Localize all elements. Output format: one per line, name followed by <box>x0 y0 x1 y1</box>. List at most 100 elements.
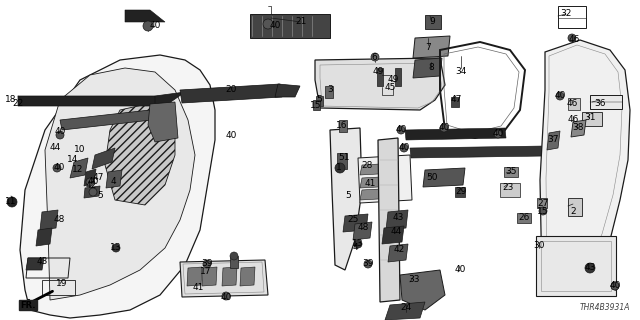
Circle shape <box>611 282 619 290</box>
Text: 7: 7 <box>425 44 431 52</box>
Polygon shape <box>105 100 175 205</box>
Bar <box>517 213 531 223</box>
Text: 13: 13 <box>352 239 364 249</box>
Text: 17: 17 <box>200 268 212 276</box>
Text: 32: 32 <box>560 10 572 19</box>
Text: 5: 5 <box>97 191 103 201</box>
Text: 41: 41 <box>192 284 204 292</box>
Text: 37: 37 <box>547 135 559 145</box>
Bar <box>455 187 465 197</box>
Polygon shape <box>60 110 152 130</box>
Polygon shape <box>45 68 195 300</box>
Text: 27: 27 <box>538 198 548 207</box>
Text: 42: 42 <box>85 181 97 190</box>
Bar <box>377 68 383 86</box>
Text: 51: 51 <box>339 154 349 163</box>
Text: 40: 40 <box>220 293 232 302</box>
Text: 22: 22 <box>12 100 24 108</box>
Polygon shape <box>410 146 546 158</box>
Bar <box>590 95 622 109</box>
Bar <box>451 97 459 107</box>
Text: 39: 39 <box>362 260 374 268</box>
Text: 46: 46 <box>567 116 579 124</box>
Bar <box>504 167 518 177</box>
Text: 12: 12 <box>72 165 84 174</box>
Polygon shape <box>148 102 178 142</box>
Bar <box>313 100 320 110</box>
Polygon shape <box>405 128 506 140</box>
Bar <box>339 120 347 132</box>
Text: 1: 1 <box>336 164 342 172</box>
Polygon shape <box>84 169 96 186</box>
Circle shape <box>263 19 273 29</box>
Polygon shape <box>385 302 425 320</box>
Text: 21: 21 <box>295 18 307 27</box>
Text: 15: 15 <box>310 101 322 110</box>
Polygon shape <box>330 128 362 270</box>
Text: 9: 9 <box>429 18 435 27</box>
Polygon shape <box>413 36 450 58</box>
Text: 40: 40 <box>87 178 99 187</box>
Bar <box>325 86 333 98</box>
Text: 30: 30 <box>533 242 545 251</box>
Polygon shape <box>360 163 398 175</box>
Text: 40: 40 <box>554 92 566 100</box>
Polygon shape <box>275 84 300 97</box>
Text: 6: 6 <box>371 53 377 62</box>
Circle shape <box>335 163 345 173</box>
Circle shape <box>143 21 153 31</box>
Bar <box>425 15 441 29</box>
Polygon shape <box>180 84 282 103</box>
Bar <box>558 6 586 28</box>
Text: 40: 40 <box>53 164 65 172</box>
Polygon shape <box>180 260 268 297</box>
Polygon shape <box>125 10 165 22</box>
Text: 43: 43 <box>392 213 404 222</box>
Circle shape <box>7 197 17 207</box>
Text: 44: 44 <box>390 228 402 236</box>
Text: 38: 38 <box>572 124 584 132</box>
Circle shape <box>112 244 120 252</box>
Circle shape <box>539 207 547 215</box>
Text: 44: 44 <box>49 143 61 153</box>
Text: 34: 34 <box>455 68 467 76</box>
Circle shape <box>89 188 97 196</box>
Polygon shape <box>70 158 88 178</box>
Circle shape <box>397 126 405 134</box>
Text: 14: 14 <box>67 156 79 164</box>
Text: 35: 35 <box>505 167 516 177</box>
Polygon shape <box>222 267 237 286</box>
Text: THR4B3931A: THR4B3931A <box>579 303 630 312</box>
Text: 16: 16 <box>336 122 348 131</box>
Polygon shape <box>358 155 412 203</box>
Bar <box>568 98 580 110</box>
Text: 47: 47 <box>451 95 461 105</box>
Bar <box>568 198 582 216</box>
Text: 49: 49 <box>387 76 399 84</box>
Polygon shape <box>413 58 442 78</box>
Polygon shape <box>315 58 445 110</box>
Text: 41: 41 <box>364 179 376 188</box>
Polygon shape <box>343 214 368 232</box>
Text: 8: 8 <box>428 63 434 73</box>
Text: 39: 39 <box>201 260 212 268</box>
Polygon shape <box>202 267 217 286</box>
Text: 4: 4 <box>352 244 358 252</box>
Polygon shape <box>187 267 202 286</box>
Polygon shape <box>400 270 445 310</box>
Text: 3: 3 <box>327 85 333 94</box>
Text: 31: 31 <box>584 114 596 123</box>
Polygon shape <box>360 176 398 188</box>
Bar <box>395 68 401 86</box>
Circle shape <box>371 53 379 61</box>
Text: 33: 33 <box>408 276 420 284</box>
Polygon shape <box>155 92 185 106</box>
Text: 5: 5 <box>345 191 351 201</box>
Text: 40: 40 <box>492 130 504 139</box>
Text: 28: 28 <box>362 162 372 171</box>
Polygon shape <box>40 210 58 230</box>
Circle shape <box>494 130 502 138</box>
Polygon shape <box>540 40 630 290</box>
Bar <box>316 96 323 106</box>
Text: 13: 13 <box>110 244 122 252</box>
